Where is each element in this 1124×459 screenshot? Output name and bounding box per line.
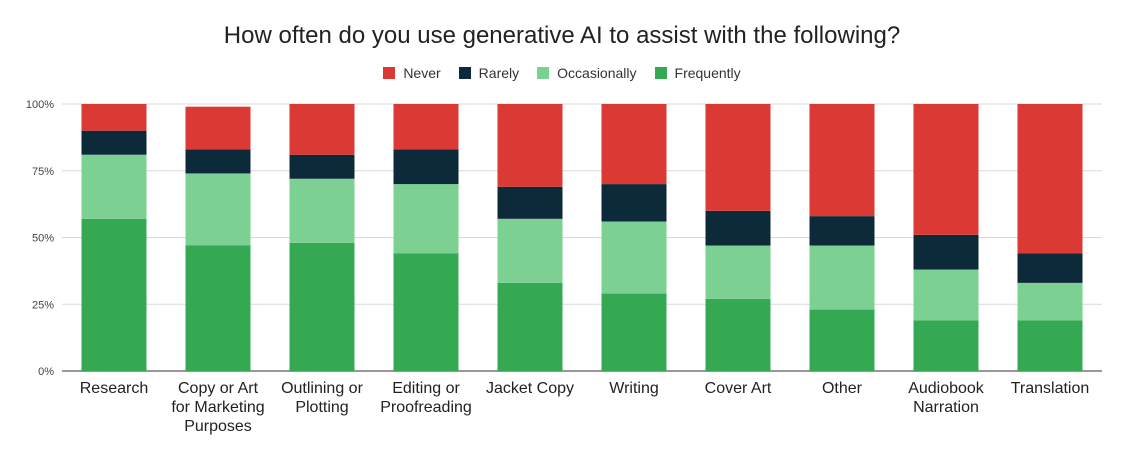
bar-segment-occasionally [1017, 282, 1083, 321]
bar-segment-never [185, 106, 251, 150]
bar-segment-never [289, 104, 355, 155]
bar-segment-frequently [185, 245, 251, 371]
x-tick-label: Audiobook Narration [908, 380, 985, 416]
legend-swatch [537, 67, 550, 79]
y-tick-label: 50% [32, 233, 54, 245]
bar-segment-rarely [913, 234, 979, 270]
legend-item-frequently: Frequently [654, 65, 741, 81]
chart-title: How often do you use generative AI to as… [223, 22, 901, 49]
legend: Never Rarely Occasionally Frequently [0, 65, 1124, 81]
bar-segment-rarely [185, 149, 251, 174]
bar-segment-occasionally [393, 184, 459, 254]
bar-segment-occasionally [81, 154, 147, 219]
legend-item-never: Never [383, 65, 441, 81]
x-tick-label: Outlining or Plotting [281, 380, 363, 416]
bar-segment-frequently [289, 242, 355, 371]
x-tick-label: Research [80, 380, 148, 397]
bar-segment-occasionally [705, 245, 771, 299]
bar-segment-frequently [1017, 320, 1083, 371]
bar-segment-frequently [393, 253, 459, 371]
bar-segment-never [1017, 104, 1083, 254]
y-tick-label: 25% [32, 299, 54, 311]
legend-label: Frequently [674, 65, 741, 81]
bar-segment-frequently [601, 293, 667, 371]
legend-label: Never [403, 65, 441, 81]
x-tick-label: Other [822, 380, 863, 397]
x-tick-label: Cover Art [705, 380, 772, 397]
legend-swatch [383, 67, 396, 79]
bar-segment-frequently [705, 298, 771, 371]
bar-segment-rarely [393, 149, 459, 185]
bar-segment-occasionally [809, 245, 875, 310]
bar-segment-rarely [705, 210, 771, 246]
bar-segment-occasionally [913, 269, 979, 321]
bar-segment-never [913, 104, 979, 235]
bar-segment-rarely [289, 154, 355, 179]
x-tick-label: Copy or Art for Marketing Purposes [171, 380, 264, 435]
y-tick-label: 0% [38, 366, 54, 378]
legend-label: Rarely [478, 65, 520, 81]
bar-segment-rarely [601, 184, 667, 222]
bar-segment-occasionally [289, 178, 355, 243]
legend-swatch [458, 67, 471, 79]
bar-segment-frequently [497, 282, 563, 371]
bar-segment-rarely [809, 216, 875, 246]
legend-swatch [654, 67, 667, 79]
bar-segment-rarely [81, 130, 147, 155]
y-tick-label: 75% [32, 166, 54, 178]
bar-segment-rarely [497, 186, 563, 219]
bar-segment-occasionally [185, 173, 251, 246]
bar-segment-never [601, 104, 667, 185]
bar-segment-never [81, 104, 147, 131]
legend-item-occasionally: Occasionally [537, 65, 637, 81]
y-tick-label: 100% [26, 99, 54, 111]
x-tick-label: Jacket Copy [486, 380, 574, 397]
bar-segment-occasionally [601, 221, 667, 294]
bar-segment-never [705, 104, 771, 211]
x-tick-label: Translation [1011, 380, 1090, 397]
legend-item-rarely: Rarely [458, 65, 520, 81]
bar-segment-occasionally [497, 218, 563, 283]
legend-label: Occasionally [557, 65, 637, 81]
x-tick-label: Editing or Proofreading [380, 380, 472, 416]
bar-segment-rarely [1017, 253, 1083, 283]
bar-segment-frequently [913, 320, 979, 371]
bar-segment-never [497, 104, 563, 187]
bar-segment-frequently [81, 218, 147, 371]
x-tick-label: Writing [609, 380, 659, 397]
bar-segment-never [393, 104, 459, 150]
bar-segment-frequently [809, 309, 875, 371]
bar-segment-never [809, 104, 875, 217]
